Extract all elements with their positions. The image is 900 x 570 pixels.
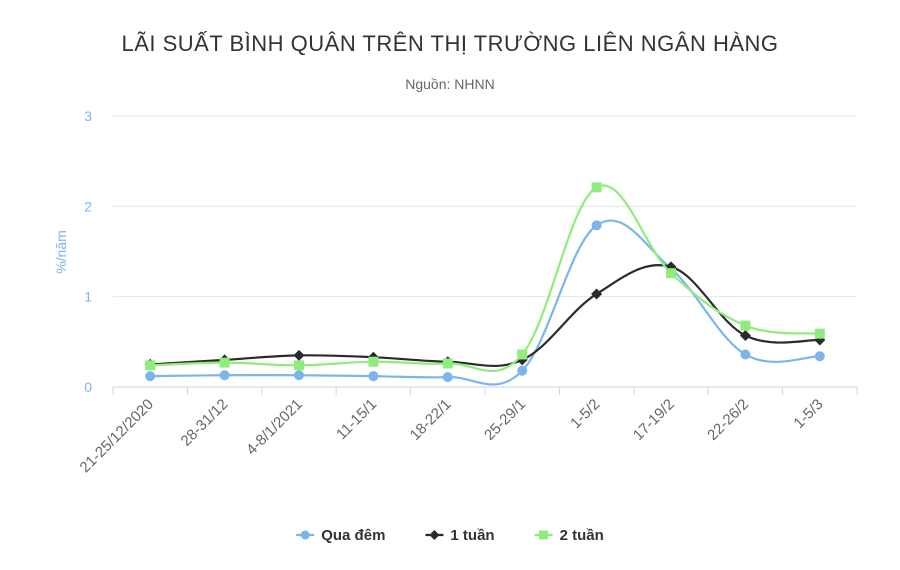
series-line bbox=[150, 184, 820, 372]
series-group bbox=[144, 182, 826, 386]
legend-marker bbox=[429, 530, 440, 540]
data-point[interactable] bbox=[293, 349, 305, 361]
data-point[interactable] bbox=[219, 357, 230, 368]
x-tick-label: 28-31/12 bbox=[178, 396, 232, 450]
legend-label: Qua đêm bbox=[321, 527, 385, 544]
data-point[interactable] bbox=[814, 328, 825, 339]
chart-subtitle: Nguồn: NHNN bbox=[405, 76, 494, 92]
x-tick-label: 22-26/2 bbox=[704, 396, 752, 444]
data-point[interactable] bbox=[591, 288, 603, 300]
data-point[interactable] bbox=[368, 371, 379, 382]
legend-item-qua-dem[interactable]: Qua đêm bbox=[296, 527, 385, 544]
grid bbox=[113, 115, 857, 388]
y-axis-ticks: 0 1 2 3 bbox=[84, 108, 92, 395]
data-point[interactable] bbox=[740, 349, 751, 360]
data-point[interactable] bbox=[219, 370, 230, 381]
data-point[interactable] bbox=[294, 370, 304, 381]
legend[interactable]: Qua đêm 1 tuần 2 tuần bbox=[296, 527, 604, 544]
legend-item-1-tuan[interactable]: 1 tuần bbox=[425, 527, 495, 544]
data-point[interactable] bbox=[442, 358, 453, 369]
series-line bbox=[150, 219, 820, 386]
legend-item-2-tuan[interactable]: 2 tuần bbox=[534, 527, 604, 544]
legend-marker bbox=[300, 530, 310, 540]
data-point[interactable] bbox=[814, 351, 825, 362]
x-axis-ticks: 21-25/12/2020 28-31/12 4-8/1/2021 11-15/1 18… bbox=[77, 387, 858, 476]
series-2-tuan bbox=[145, 182, 825, 372]
x-tick-label: 1-5/2 bbox=[567, 396, 603, 432]
x-tick-label: 11-15/1 bbox=[333, 396, 380, 443]
y-tick-label: 1 bbox=[84, 289, 92, 305]
data-point[interactable] bbox=[591, 182, 602, 193]
y-axis-label: %/năm bbox=[53, 230, 69, 274]
data-point[interactable] bbox=[666, 268, 676, 279]
x-tick-label: 1-5/3 bbox=[790, 396, 826, 432]
data-point[interactable] bbox=[145, 371, 156, 382]
x-tick-label: 17-19/2 bbox=[630, 396, 678, 444]
chart-title: LÃI SUẤT BÌNH QUÂN TRÊN THỊ TRƯỜNG LIÊN … bbox=[121, 31, 778, 56]
data-point[interactable] bbox=[740, 320, 751, 331]
x-tick-label: 25-29/1 bbox=[481, 396, 529, 444]
data-point[interactable] bbox=[517, 365, 528, 376]
data-point[interactable] bbox=[145, 360, 156, 371]
x-tick-label: 21-25/12/2020 bbox=[77, 396, 157, 476]
x-tick-label: 4-8/1/2021 bbox=[243, 396, 306, 459]
y-tick-label: 3 bbox=[84, 108, 92, 124]
legend-marker bbox=[539, 530, 549, 540]
x-tick-label: 18-22/1 bbox=[407, 396, 455, 444]
y-tick-label: 0 bbox=[84, 379, 92, 395]
series-line bbox=[150, 264, 820, 367]
data-point[interactable] bbox=[517, 349, 528, 360]
data-point[interactable] bbox=[368, 356, 379, 367]
data-point[interactable] bbox=[739, 330, 751, 342]
y-tick-label: 2 bbox=[84, 198, 92, 214]
data-point[interactable] bbox=[294, 360, 304, 371]
data-point[interactable] bbox=[591, 220, 602, 231]
data-point[interactable] bbox=[442, 372, 453, 383]
legend-label: 1 tuần bbox=[450, 527, 494, 544]
series-qua-dem bbox=[145, 219, 825, 386]
legend-label: 2 tuần bbox=[560, 527, 604, 544]
